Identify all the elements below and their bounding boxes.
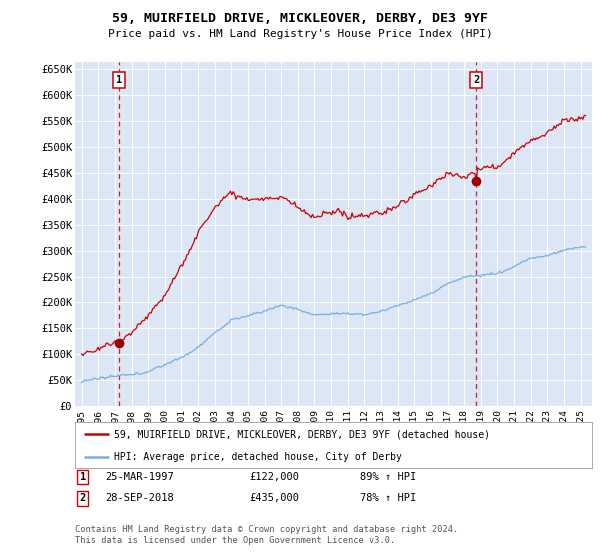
Text: 78% ↑ HPI: 78% ↑ HPI <box>360 493 416 503</box>
Text: Price paid vs. HM Land Registry's House Price Index (HPI): Price paid vs. HM Land Registry's House … <box>107 29 493 39</box>
Text: HPI: Average price, detached house, City of Derby: HPI: Average price, detached house, City… <box>114 452 401 463</box>
Text: Contains HM Land Registry data © Crown copyright and database right 2024.
This d: Contains HM Land Registry data © Crown c… <box>75 525 458 545</box>
Text: 28-SEP-2018: 28-SEP-2018 <box>105 493 174 503</box>
Text: 1: 1 <box>80 472 86 482</box>
Text: 25-MAR-1997: 25-MAR-1997 <box>105 472 174 482</box>
Text: £122,000: £122,000 <box>249 472 299 482</box>
Text: 2: 2 <box>80 493 86 503</box>
Text: 59, MUIRFIELD DRIVE, MICKLEOVER, DERBY, DE3 9YF (detached house): 59, MUIRFIELD DRIVE, MICKLEOVER, DERBY, … <box>114 429 490 439</box>
Text: £435,000: £435,000 <box>249 493 299 503</box>
Text: 59, MUIRFIELD DRIVE, MICKLEOVER, DERBY, DE3 9YF: 59, MUIRFIELD DRIVE, MICKLEOVER, DERBY, … <box>112 12 488 25</box>
Text: 2: 2 <box>473 74 479 85</box>
Text: 1: 1 <box>116 74 122 85</box>
Text: 89% ↑ HPI: 89% ↑ HPI <box>360 472 416 482</box>
